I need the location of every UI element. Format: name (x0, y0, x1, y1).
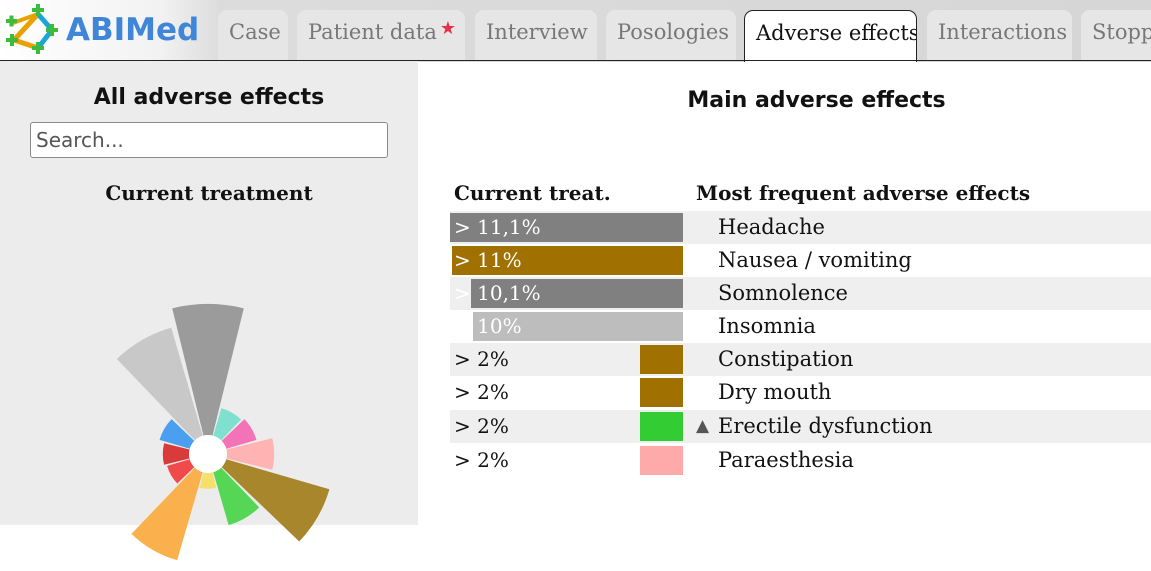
sidebar-all-adverse-effects: All adverse effects Current treatment (0, 61, 418, 561)
tab-interactions[interactable]: Interactions (927, 10, 1072, 60)
top-bar: ABIMed Case Patient data ★ Interview Poso… (0, 0, 1151, 62)
frequency-bar (450, 213, 683, 242)
star-icon: ★ (439, 18, 456, 39)
tab-label: Posologies (617, 20, 730, 44)
page-title: Main adverse effects (687, 88, 946, 113)
polar-segment[interactable] (213, 408, 242, 441)
effect-name: Headache (718, 215, 825, 239)
up-triangle-icon: ▲ (696, 416, 710, 436)
column-header-frequent-effects: Most frequent adverse effects (696, 181, 1031, 205)
frequency-bar (471, 279, 683, 308)
polar-segment[interactable] (221, 419, 257, 449)
current-treatment-polar-chart[interactable] (90, 271, 330, 571)
tab-posologies[interactable]: Posologies (606, 10, 736, 60)
table-row[interactable]: > 10,1% Somnolence (450, 277, 1151, 310)
frequency-value: > 11,1% (454, 215, 541, 239)
polar-segment[interactable] (167, 459, 195, 484)
tab-label: Interactions (938, 20, 1068, 44)
table-row[interactable]: > 2% Constipation (450, 343, 1151, 376)
tab-label: Interview (486, 20, 588, 44)
polar-segment[interactable] (213, 467, 260, 526)
tab-label: Stopp/ (1092, 20, 1151, 44)
table-row[interactable]: > 11% Nausea / vomiting (450, 244, 1151, 277)
abimed-molecule-icon (6, 4, 58, 54)
table-row[interactable]: > 10% Insomnia (450, 310, 1151, 343)
search-input[interactable] (30, 122, 388, 158)
app-name: ABIMed (66, 12, 200, 48)
polar-center (189, 435, 227, 473)
effect-name: Somnolence (718, 281, 848, 305)
effect-name: Erectile dysfunction (718, 414, 933, 438)
table-row[interactable]: > 11,1% Headache (450, 211, 1151, 244)
frequency-bar (640, 412, 683, 441)
column-header-current-treatment: Current treat. (454, 181, 611, 205)
tab-bar-divider (0, 60, 1151, 61)
polar-segment[interactable] (199, 472, 217, 489)
polar-segment[interactable] (226, 438, 275, 470)
table-row[interactable]: > 2% Dry mouth (450, 376, 1151, 409)
effect-name: Insomnia (718, 314, 816, 338)
frequency-bar (640, 446, 683, 475)
effect-name: Nausea / vomiting (718, 248, 912, 272)
tab-stopp[interactable]: Stopp/ (1081, 10, 1151, 60)
tab-adverse-effects[interactable]: Adverse effects (744, 10, 917, 62)
frequency-bar (473, 312, 683, 341)
polar-segment[interactable] (172, 304, 244, 436)
tab-label: Adverse effects (756, 21, 917, 45)
tab-case[interactable]: Case (218, 10, 288, 60)
frequency-value: > 2% (454, 414, 509, 438)
tab-label: Case (229, 20, 281, 44)
frequency-value: > 2% (454, 347, 509, 371)
effect-name: Constipation (718, 347, 854, 371)
effect-name: Paraesthesia (718, 448, 854, 472)
sidebar-title: All adverse effects (93, 85, 325, 110)
frequency-value: > 10,1% (454, 281, 541, 305)
tab-patient-data[interactable]: Patient data ★ (297, 10, 465, 60)
frequency-value: > 2% (454, 448, 509, 472)
effect-name: Dry mouth (718, 380, 832, 404)
frequency-bar (640, 345, 683, 374)
tab-label: Patient data (308, 20, 437, 44)
polar-segment[interactable] (116, 327, 203, 441)
app-logo[interactable]: ABIMed (4, 4, 199, 58)
frequency-value: > 2% (454, 380, 509, 404)
frequency-value: > 11% (454, 248, 522, 272)
polar-segment[interactable] (159, 419, 195, 449)
frequency-bar (640, 378, 683, 407)
table-row[interactable]: > 2% ▲ Erectile dysfunction (450, 410, 1151, 443)
polar-segment[interactable] (131, 467, 203, 561)
polar-segment[interactable] (221, 459, 330, 542)
tab-interview[interactable]: Interview (475, 10, 597, 60)
frequency-bar (452, 246, 683, 275)
polar-segment[interactable] (162, 443, 190, 465)
frequency-value: > 10% (454, 314, 522, 338)
table-row[interactable]: > 2% Paraesthesia (450, 444, 1151, 477)
current-treatment-title: Current treatment (105, 181, 313, 205)
